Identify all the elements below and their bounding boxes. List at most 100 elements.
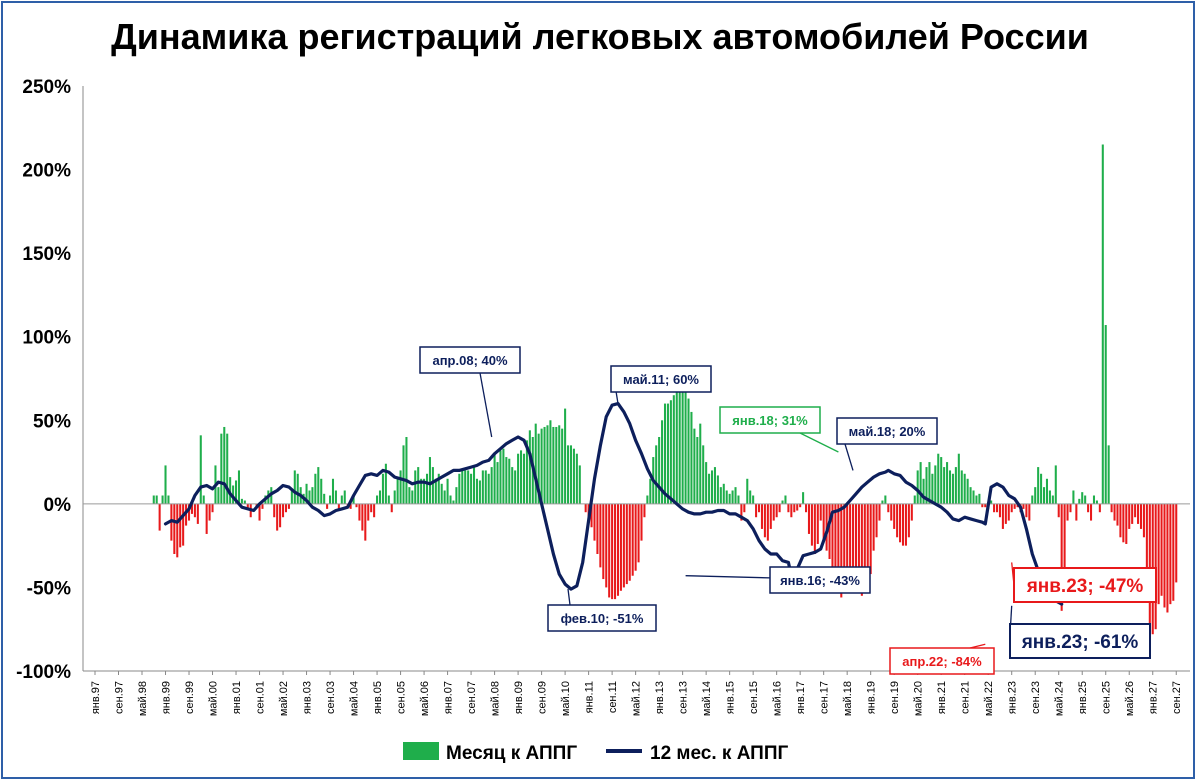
bar xyxy=(387,495,390,504)
bar xyxy=(243,500,246,504)
bar xyxy=(425,473,429,504)
x-tick-label: сен.03 xyxy=(325,681,337,714)
bar xyxy=(661,420,664,504)
bar xyxy=(358,503,361,521)
bar xyxy=(928,462,931,504)
x-tick-label: май.26 xyxy=(1124,681,1136,716)
bar xyxy=(1098,503,1101,513)
bar xyxy=(1139,503,1143,529)
y-tick-label: 100% xyxy=(22,328,71,349)
bar xyxy=(199,435,202,504)
bar xyxy=(311,487,314,504)
bar xyxy=(819,503,822,521)
bar xyxy=(896,503,899,538)
bar xyxy=(361,503,364,531)
bar xyxy=(916,470,919,504)
bar xyxy=(807,503,811,534)
annotation-pointer xyxy=(479,372,493,438)
bar xyxy=(1163,503,1166,608)
bar xyxy=(246,503,249,509)
bar xyxy=(696,437,699,504)
bar xyxy=(393,490,396,504)
x-tick-label: янв.11 xyxy=(584,681,596,713)
bar xyxy=(1113,503,1116,521)
bar xyxy=(781,500,784,504)
bar xyxy=(384,463,387,504)
bar xyxy=(596,503,599,554)
bar xyxy=(796,503,799,511)
y-tick-label: 250% xyxy=(22,77,71,98)
bar xyxy=(910,503,913,521)
bar xyxy=(834,503,837,575)
bar xyxy=(205,503,208,534)
x-tick-label: май.08 xyxy=(490,681,502,716)
bar xyxy=(634,503,637,571)
bar xyxy=(1110,503,1113,513)
bar xyxy=(813,503,816,554)
x-tick-label: сен.01 xyxy=(255,681,267,714)
bar xyxy=(461,470,464,504)
bar xyxy=(235,480,238,504)
bar xyxy=(637,503,640,563)
bar xyxy=(502,448,505,504)
bar xyxy=(778,503,781,513)
bar xyxy=(1040,473,1043,504)
bar xyxy=(208,503,211,521)
bar xyxy=(948,470,952,504)
bar xyxy=(1081,492,1084,504)
bar xyxy=(378,490,382,504)
bar xyxy=(775,503,778,518)
bar xyxy=(722,483,725,504)
bar xyxy=(1010,503,1013,513)
bar xyxy=(578,465,581,504)
annotation-box xyxy=(719,406,821,434)
bar xyxy=(593,503,596,541)
bar xyxy=(1172,503,1175,601)
x-tick-label: сен.27 xyxy=(1171,681,1183,714)
bar xyxy=(167,495,170,504)
bar xyxy=(237,470,240,504)
bar xyxy=(919,462,922,504)
bar xyxy=(893,503,896,529)
x-tick-label: сен.99 xyxy=(184,681,196,714)
bar xyxy=(561,428,564,504)
annotation-label: апр.08; 40% xyxy=(432,353,507,368)
bar xyxy=(423,478,426,504)
bar xyxy=(878,503,881,521)
bar xyxy=(1104,325,1107,504)
bar xyxy=(793,503,796,513)
bar xyxy=(690,411,693,504)
bar xyxy=(1069,503,1072,513)
bar xyxy=(226,433,229,504)
annotation-label: янв.16; -43% xyxy=(780,573,860,588)
bar xyxy=(608,503,611,598)
legend-label-bars: Месяц к АППГ xyxy=(446,743,577,764)
bar xyxy=(863,503,866,580)
bar xyxy=(846,503,849,585)
bar xyxy=(558,425,561,504)
bar xyxy=(1101,144,1104,504)
legend: Месяц к АППГ 12 мес. к АППГ xyxy=(403,742,788,764)
bar xyxy=(946,462,949,504)
bar xyxy=(1128,503,1131,529)
bar xyxy=(937,453,940,504)
annotation-box xyxy=(419,346,521,374)
bar xyxy=(414,470,417,504)
bar xyxy=(875,503,878,538)
x-tick-label: май.14 xyxy=(701,681,713,716)
x-tick-label: сен.17 xyxy=(819,681,831,714)
y-tick-label: -50% xyxy=(27,578,71,599)
bar xyxy=(852,503,855,575)
bar xyxy=(211,503,214,513)
bar xyxy=(843,503,846,588)
bar xyxy=(993,503,996,513)
bar xyxy=(258,503,261,521)
bar xyxy=(925,467,928,504)
bar xyxy=(508,458,511,504)
bar xyxy=(769,503,772,529)
bar xyxy=(978,493,981,504)
bar xyxy=(343,490,346,504)
bar xyxy=(443,490,446,504)
annotation-label: фев.10; -51% xyxy=(561,611,644,626)
